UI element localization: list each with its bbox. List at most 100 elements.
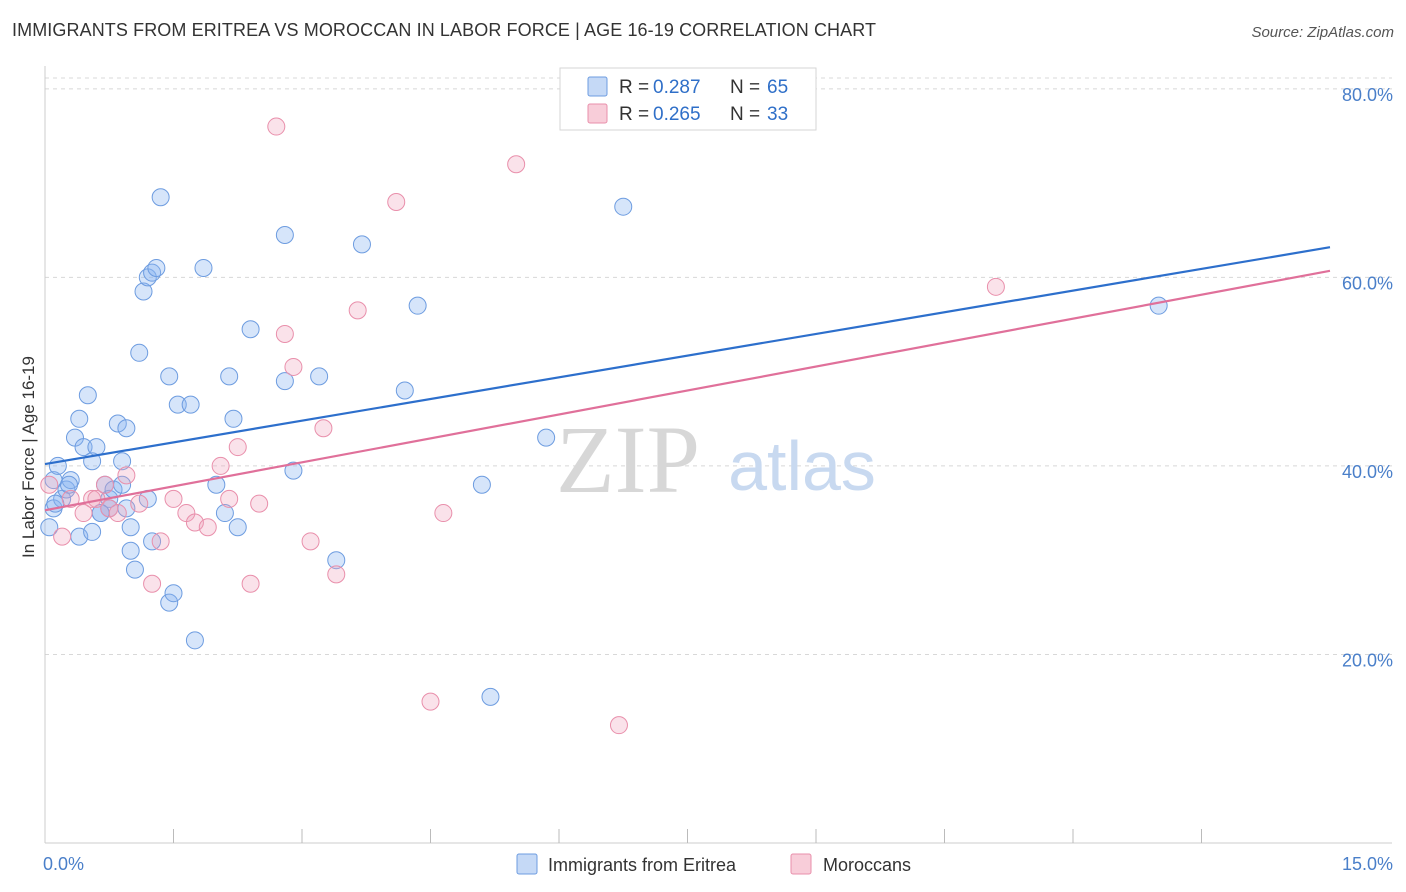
watermark-atlas: atlas xyxy=(728,427,876,505)
eritrea-point-47 xyxy=(228,518,247,537)
moroccans-point-22 xyxy=(275,324,294,343)
trend-line-moroccans xyxy=(44,269,1331,512)
moroccans-point-26 xyxy=(327,565,346,584)
moroccans-point-0 xyxy=(40,475,59,494)
moroccans-point-23 xyxy=(284,357,303,376)
eritrea-point-42 xyxy=(194,258,213,277)
moroccans-point-32 xyxy=(609,716,628,735)
moroccans-point-11 xyxy=(143,574,162,593)
bottom-legend-label-eritrea: Immigrants from Eritrea xyxy=(548,855,737,875)
moroccans-point-3 xyxy=(74,504,93,523)
legend-n-value-2: 33 xyxy=(767,104,788,125)
moroccans-point-8 xyxy=(108,504,127,523)
moroccans-point-25 xyxy=(314,419,333,438)
x-tick-labels: 0.0% 15.0% xyxy=(43,854,1393,874)
moroccans-point-21 xyxy=(250,494,269,513)
x-tick-label-0: 0.0% xyxy=(43,854,84,874)
bottom-legend-label-moroccans: Moroccans xyxy=(823,855,911,875)
eritrea-point-60 xyxy=(614,197,633,216)
eritrea-point-26 xyxy=(121,541,140,560)
eritrea-point-23 xyxy=(117,419,136,438)
eritrea-point-36 xyxy=(160,367,179,386)
bottom-legend-swatch-eritrea xyxy=(516,853,538,875)
eritrea-point-14 xyxy=(87,438,106,457)
moroccans-point-28 xyxy=(387,192,406,211)
bottom-legend-swatch-moroccans xyxy=(790,853,812,875)
legend-n-value-1: 65 xyxy=(767,77,788,98)
eritrea-point-38 xyxy=(164,584,183,603)
eritrea-point-28 xyxy=(130,343,149,362)
eritrea-point-5 xyxy=(57,480,76,499)
moroccans-point-24 xyxy=(301,532,320,551)
series-legend: Immigrants from Eritrea Moroccans xyxy=(516,853,911,875)
eritrea-point-11 xyxy=(78,386,97,405)
y-tick-labels: 20.0% 40.0% 60.0% 80.0% xyxy=(1342,85,1393,671)
eritrea-point-61 xyxy=(1149,296,1168,315)
watermark-zip: ZIP xyxy=(556,406,700,513)
moroccans-point-19 xyxy=(228,438,247,457)
eritrea-point-40 xyxy=(181,395,200,414)
legend-r-value-1: 0.287 xyxy=(653,77,701,98)
eritrea-point-58 xyxy=(481,687,500,706)
eritrea-point-52 xyxy=(310,367,329,386)
moroccans-point-31 xyxy=(507,155,526,174)
eritrea-point-43 xyxy=(207,475,226,494)
moroccans-point-33 xyxy=(986,277,1005,296)
eritrea-point-20 xyxy=(108,414,127,433)
legend-n-label-2: N = xyxy=(730,104,760,125)
x-tick-label-1: 15.0% xyxy=(1342,854,1393,874)
trend-lines xyxy=(44,246,1331,512)
chart-title: IMMIGRANTS FROM ERITREA VS MOROCCAN IN L… xyxy=(12,20,877,40)
eritrea-point-35 xyxy=(151,188,170,207)
moroccans-point-20 xyxy=(241,574,260,593)
stats-legend: R = 0.287 N = 65 R = 0.265 N = 33 xyxy=(559,67,817,131)
eritrea-point-45 xyxy=(220,367,239,386)
eritrea-point-48 xyxy=(241,320,260,339)
eritrea-point-57 xyxy=(472,475,491,494)
moroccans-point-1 xyxy=(53,527,72,546)
series-moroccans-points xyxy=(40,117,1005,735)
source-credit: Source: ZipAtlas.com xyxy=(1251,24,1394,41)
moroccans-point-13 xyxy=(164,489,183,508)
eritrea-point-0 xyxy=(40,518,59,537)
eritrea-point-53 xyxy=(327,551,346,570)
eritrea-point-63 xyxy=(59,475,78,494)
moroccans-point-6 xyxy=(95,475,114,494)
y-tick-label-1: 40.0% xyxy=(1342,462,1393,482)
moroccans-point-12 xyxy=(151,532,170,551)
grid-lines xyxy=(45,77,1392,655)
legend-r-label-1: R = xyxy=(619,77,649,98)
moroccans-point-7 xyxy=(100,499,119,518)
eritrea-point-55 xyxy=(395,381,414,400)
eritrea-point-27 xyxy=(125,560,144,579)
eritrea-point-10 xyxy=(74,438,93,457)
eritrea-point-59 xyxy=(537,428,556,447)
eritrea-point-25 xyxy=(121,518,140,537)
moroccans-point-17 xyxy=(211,456,230,475)
eritrea-point-56 xyxy=(408,296,427,315)
y-tick-label-2: 60.0% xyxy=(1342,273,1393,293)
moroccans-point-16 xyxy=(198,518,217,537)
legend-swatch-moroccans xyxy=(587,103,608,124)
moroccans-point-9 xyxy=(117,466,136,485)
moroccans-point-34 xyxy=(267,117,286,136)
legend-r-value-2: 0.265 xyxy=(653,104,701,125)
eritrea-point-13 xyxy=(83,522,102,541)
eritrea-point-54 xyxy=(352,235,371,254)
eritrea-point-34 xyxy=(147,258,166,277)
trend-line-eritrea xyxy=(44,246,1331,466)
series-eritrea-points xyxy=(40,188,1168,706)
eritrea-point-50 xyxy=(275,372,294,391)
y-tick-label-0: 20.0% xyxy=(1342,650,1393,670)
eritrea-point-22 xyxy=(113,452,132,471)
eritrea-point-44 xyxy=(215,504,234,523)
eritrea-point-41 xyxy=(185,631,204,650)
eritrea-point-8 xyxy=(70,409,89,428)
eritrea-point-37 xyxy=(160,593,179,612)
legend-r-label-2: R = xyxy=(619,104,649,125)
eritrea-point-39 xyxy=(168,395,187,414)
legend-swatch-eritrea xyxy=(587,76,608,97)
moroccans-point-30 xyxy=(434,504,453,523)
eritrea-point-49 xyxy=(275,225,294,244)
